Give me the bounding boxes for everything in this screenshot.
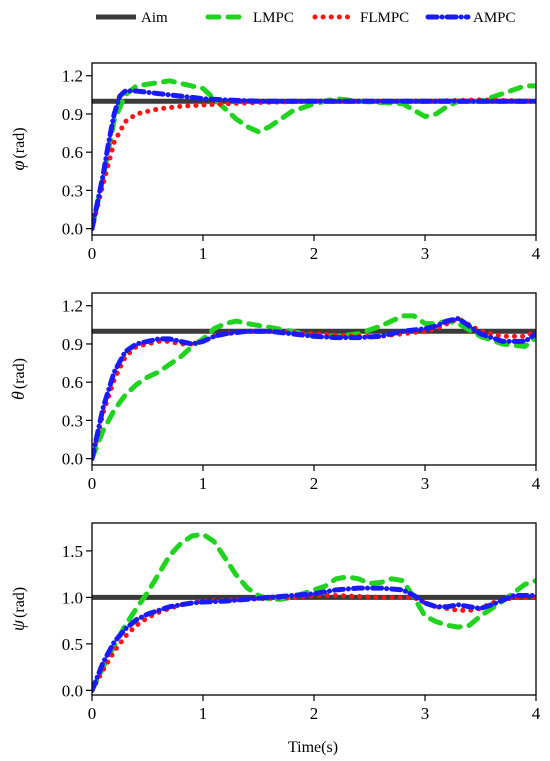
legend-label-aim: Aim [141,10,168,26]
panel-psi: 0 1 2 3 4 0.0 0.5 1.0 1.5 ψ(rad) [8,522,541,723]
y-axis-symbol: θ [8,391,28,400]
plot-area [92,313,536,462]
panels: 0 1 2 3 4 0.0 0.3 0.6 0.9 1.2 φ (rad) 0 1 2 3 4 0.0 0.3 0.6… [8,62,541,723]
y-tick-label: 0.0 [62,450,83,469]
y-tick-label: 0.5 [62,635,83,654]
y-tick-label: 0.3 [62,181,83,200]
plot-area [92,78,536,232]
y-tick-label: 0.9 [62,105,83,124]
series-lmpc-phi [92,78,536,232]
x-tick-label: 2 [310,704,319,723]
y-tick-label: 1.5 [62,542,83,561]
y-tick-label: 1.0 [62,588,83,607]
y-axis-label: φ (rad) [8,127,28,170]
y-axis-unit: (rad) [11,587,28,618]
y-tick-label: 0.3 [62,411,83,430]
y-axis-symbol: ψ [8,619,28,631]
x-tick-label: 2 [310,244,319,263]
panel-phi: 0 1 2 3 4 0.0 0.3 0.6 0.9 1.2 φ (rad) [8,62,541,263]
legend-item-ampc: AMPC [425,10,516,26]
y-tick-label: 0.6 [62,143,83,162]
panel-theta: 0 1 2 3 4 0.0 0.3 0.6 0.9 1.2 θ (rad) [8,292,541,493]
x-tick-label: 2 [310,474,319,493]
x-tick-label: 3 [421,704,430,723]
x-tick-label: 1 [199,474,208,493]
y-tick-label: 1.2 [62,67,83,86]
x-tick-label: 0 [88,474,97,493]
x-axis-label: Time(s) [288,739,338,756]
series-ampc-phi [92,88,536,232]
x-tick-label: 0 [88,244,97,263]
y-tick-label: 0.0 [62,220,83,239]
legend-label-lmpc: LMPC [253,10,294,26]
x-tick-label: 4 [532,244,541,263]
legend-item-flmpc: FLMPC [312,10,409,26]
legend-label-ampc: AMPC [473,10,516,26]
y-axis-symbol: φ [8,161,28,171]
legend-label-flmpc: FLMPC [360,10,409,26]
y-axis-label: ψ(rad) [8,587,28,631]
x-tick-label: 0 [88,704,97,723]
series-ampc-psi [92,585,536,693]
series-flmpc-phi [92,97,536,232]
y-tick-label: 0.6 [62,373,83,392]
y-axis-unit: (rad) [11,127,28,158]
x-tick-label: 1 [199,704,208,723]
legend-item-lmpc: LMPC [205,10,294,26]
x-tick-label: 3 [421,474,430,493]
y-tick-label: 0.0 [62,681,83,700]
y-tick-label: 1.2 [62,297,83,316]
x-tick-label: 3 [421,244,430,263]
plot-area [92,531,536,693]
legend-item-aim: Aim [96,10,168,26]
axes-frame [91,292,537,466]
x-tick-label: 1 [199,244,208,263]
axes-frame [91,62,537,236]
series-ampc-theta [92,316,536,462]
x-tick-label: 4 [532,474,541,493]
y-axis-unit: (rad) [11,358,28,389]
y-tick-label: 0.9 [62,335,83,354]
x-tick-label: 4 [532,704,541,723]
y-axis-label: θ (rad) [8,358,28,400]
legend: Aim LMPC FLMPC AMPC [96,10,516,26]
